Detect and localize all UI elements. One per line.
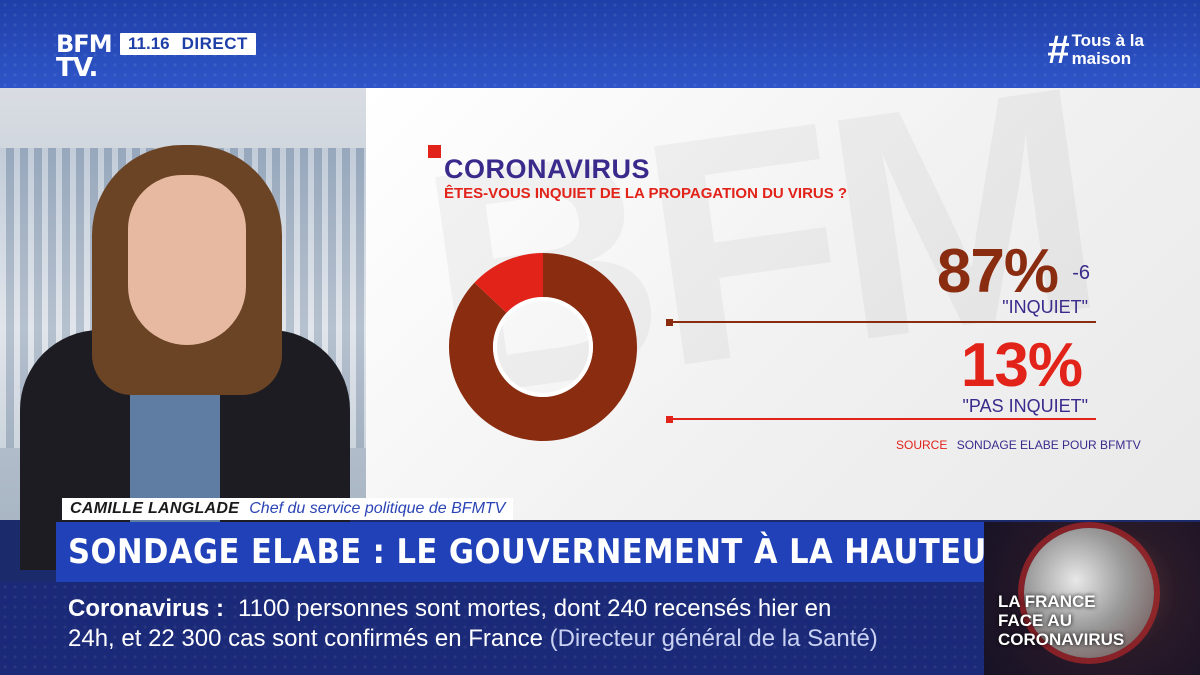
ticker-text-1: 1100 personnes sont mortes, dont 240 rec… <box>238 595 832 622</box>
chart-subtitle: ÊTES-VOUS INQUIET DE LA PROPAGATION DU V… <box>444 185 848 202</box>
donut-inner-ring <box>493 297 593 397</box>
title-marker-icon <box>428 145 441 158</box>
coronavirus-promo-tile: LA FRANCE FACE AU CORONAVIRUS <box>984 522 1200 675</box>
speaker-name-bar: CAMILLE LANGLADE Chef du service politiq… <box>62 498 514 520</box>
source-label: SOURCE <box>896 438 948 452</box>
ticker-line-2: 24h, et 22 300 cas sont confirmés en Fra… <box>68 624 984 654</box>
channel-logo: BFM TV. <box>56 32 116 84</box>
headline-text: SONDAGE ELABE : LE GOUVERNEMENT À LA HAU… <box>68 532 1041 572</box>
ticker-attribution: (Directeur général de la Santé) <box>549 625 878 652</box>
speaker-role: Chef du service politique de BFMTV <box>249 500 506 517</box>
logo-line2: TV. <box>56 53 98 83</box>
hashtag-badge: # Tous à la maison <box>1047 30 1144 70</box>
logo-line1: BFM <box>56 30 113 58</box>
virus-icon <box>1024 528 1154 658</box>
inquiet-change: -6 <box>1072 262 1090 284</box>
speaker-name: CAMILLE LANGLADE <box>70 500 240 517</box>
promo-line1: LA FRANCE <box>998 592 1096 611</box>
inquiet-divider <box>668 321 1096 323</box>
top-banner: BFM TV. 11.16 DIRECT # Tous à la maison <box>0 0 1200 88</box>
source-text: SONDAGE ELABE POUR BFMTV <box>956 438 1141 452</box>
donut-slice-inquiet <box>449 253 637 441</box>
pas-inquiet-percentage: 13% <box>960 331 1083 400</box>
hashtag-line1: Tous à la <box>1071 31 1144 50</box>
hashtag-line2: maison <box>1071 49 1132 68</box>
donut-slice-pas-inquiet <box>474 253 544 314</box>
news-ticker: Coronavirus : 1100 personnes sont mortes,… <box>0 582 984 675</box>
promo-line2: FACE AU <box>998 611 1072 630</box>
poll-source: SOURCE SONDAGE ELABE POUR BFMTV <box>896 438 1141 452</box>
ticker-topic: Coronavirus : <box>68 595 225 622</box>
ticker-line-1: Coronavirus : 1100 personnes sont mortes,… <box>68 594 984 624</box>
inquiet-percentage: 87% <box>936 237 1059 306</box>
pas-inquiet-divider <box>668 418 1096 420</box>
inquiet-label: "INQUIET" <box>1002 297 1088 317</box>
live-label: DIRECT <box>181 34 248 53</box>
ticker-text-2: 24h, et 22 300 cas sont confirmés en Fra… <box>68 625 543 652</box>
chart-title: CORONAVIRUS <box>444 154 651 184</box>
presenter-face <box>128 175 246 345</box>
hashtag-icon: # <box>1047 28 1070 72</box>
headline-banner: SONDAGE ELABE : LE GOUVERNEMENT À LA HAU… <box>56 522 1040 582</box>
clock-time: 11.16 <box>128 34 170 53</box>
donut-chart <box>449 253 637 441</box>
promo-text: LA FRANCE FACE AU CORONAVIRUS <box>998 592 1124 649</box>
donut-slices <box>449 253 637 441</box>
promo-line3: CORONAVIRUS <box>998 630 1125 649</box>
live-time-badge: 11.16 DIRECT <box>120 33 256 55</box>
pas-inquiet-label: "PAS INQUIET" <box>962 396 1088 416</box>
hashtag-text: Tous à la maison <box>1072 32 1144 68</box>
